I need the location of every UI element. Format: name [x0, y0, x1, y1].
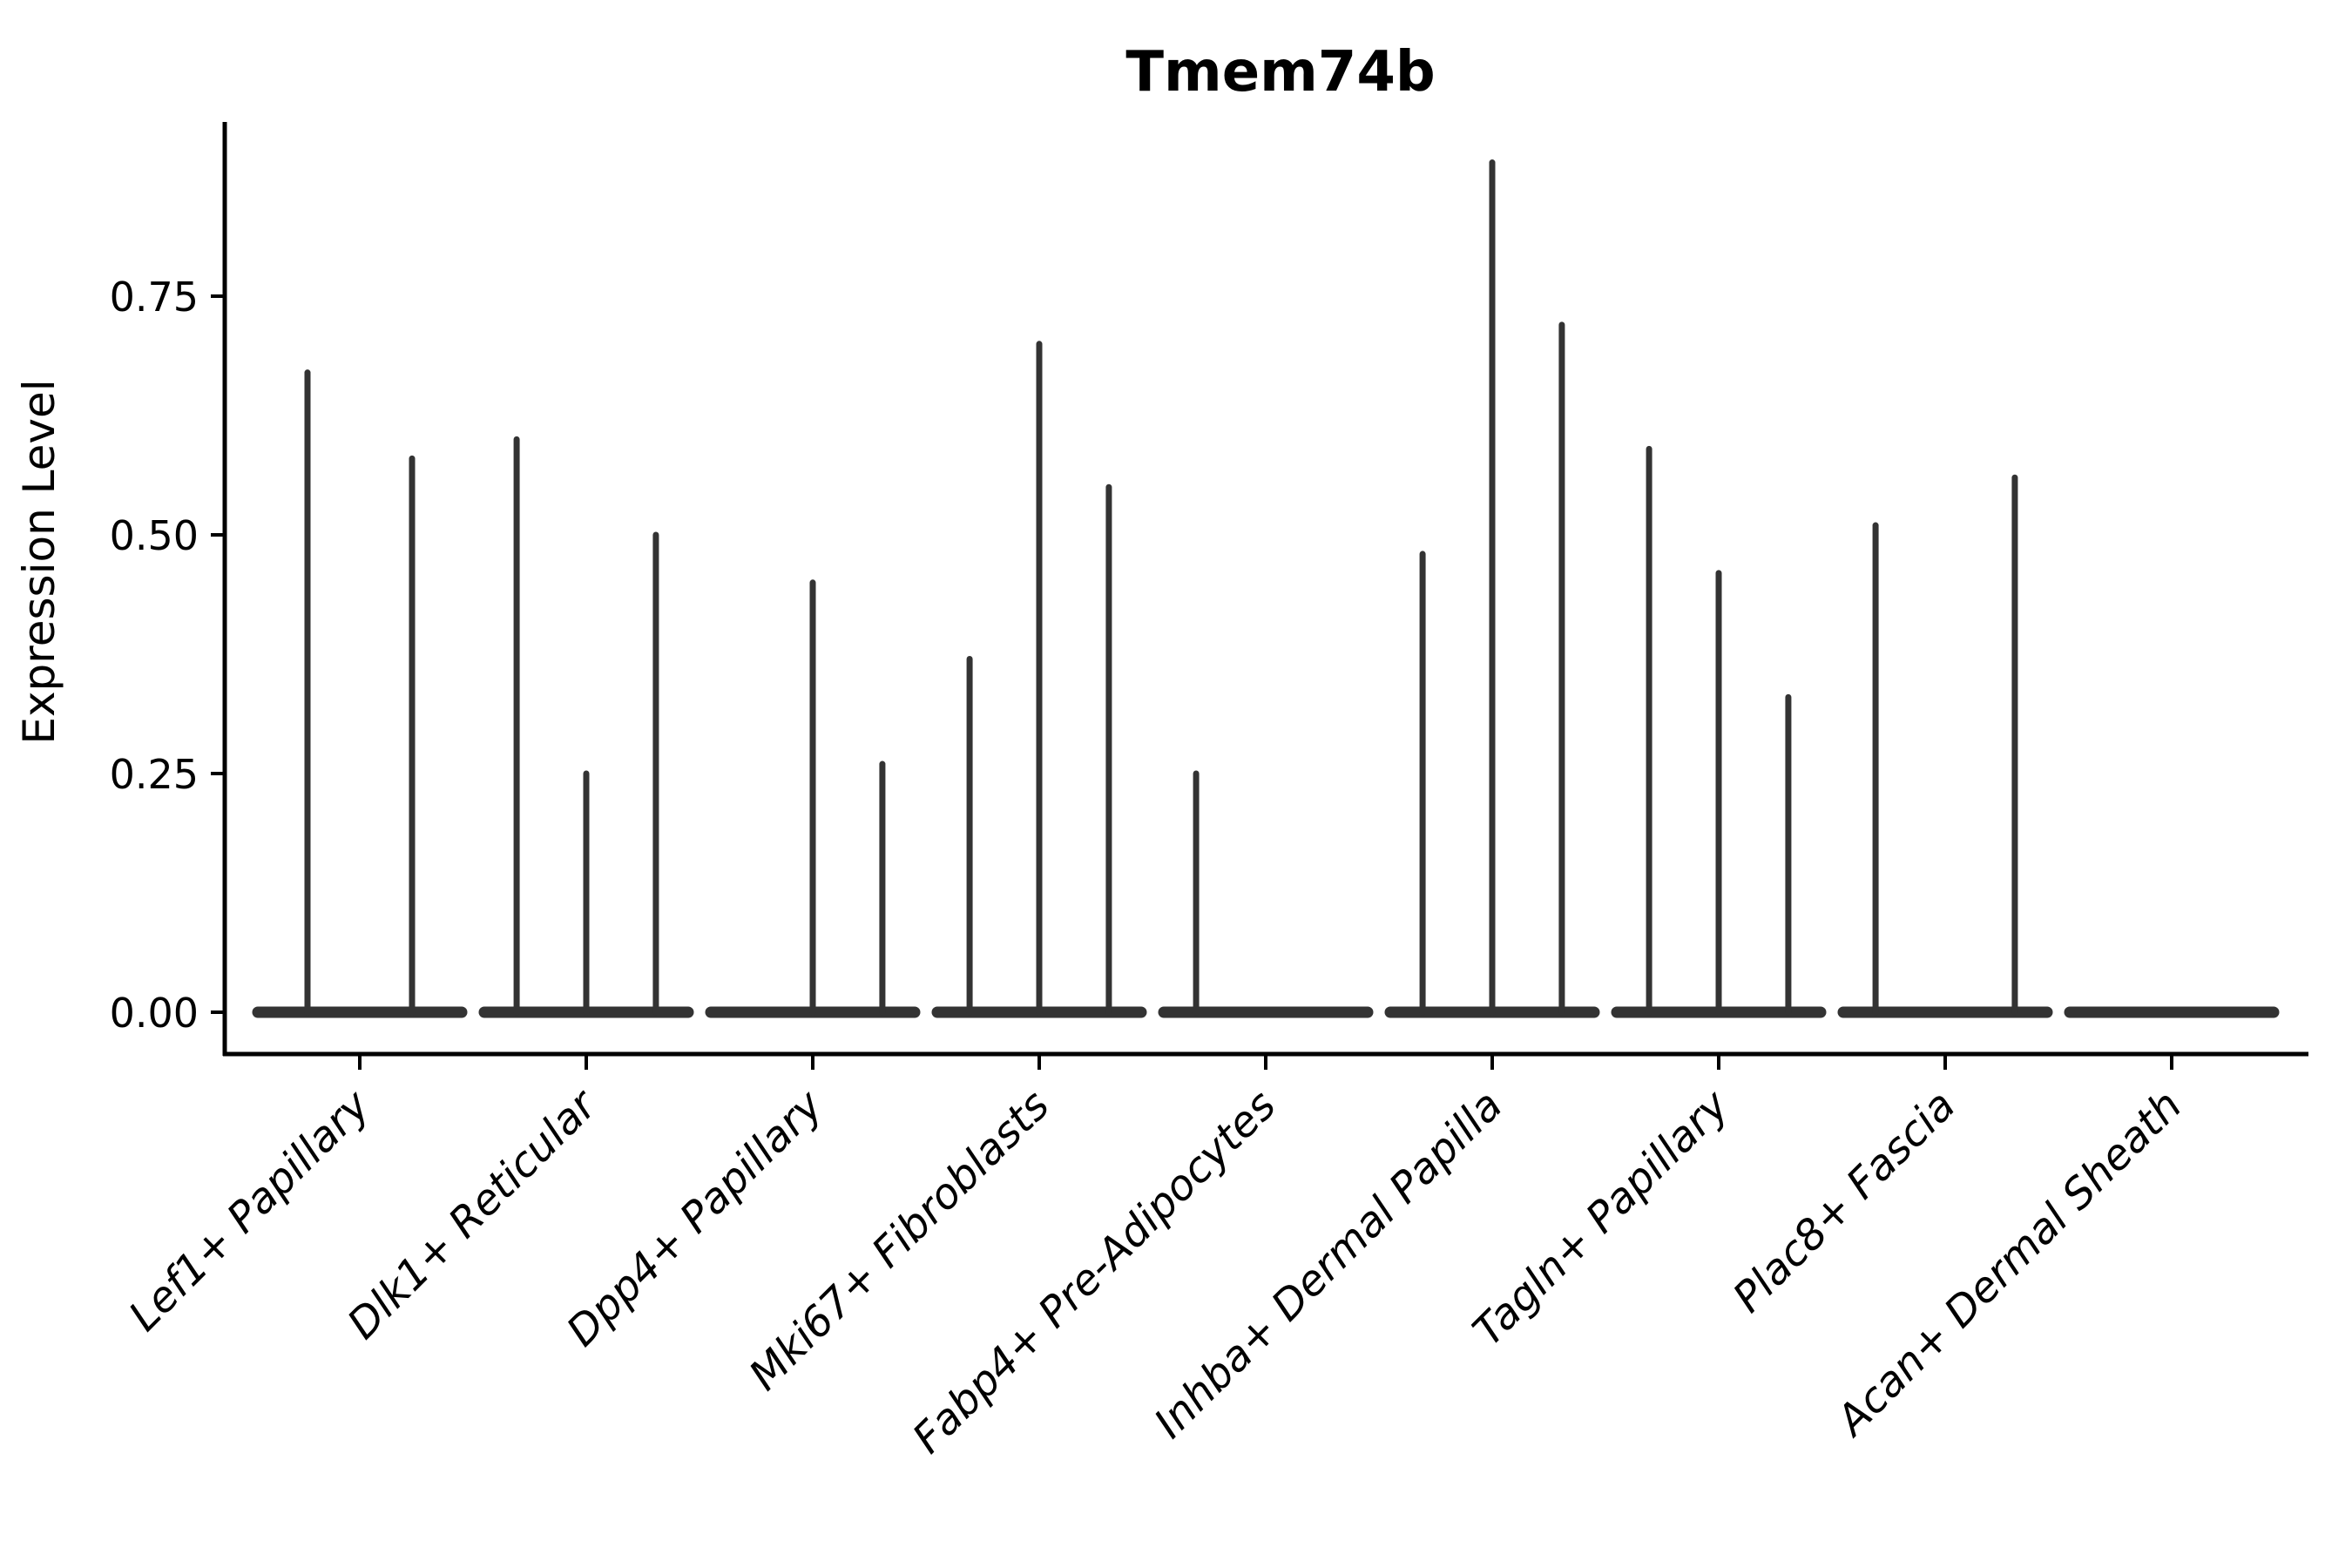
y-tick-label: 0.75 — [110, 274, 199, 321]
x-tick-label: Plac8+ Fascia — [1724, 1081, 1965, 1322]
x-tick-label: Lef1+ Papillary — [119, 1080, 380, 1341]
y-axis-label: Expression Level — [14, 379, 64, 744]
x-tick-label: Fabp4+ Pre-Adipocytes — [903, 1081, 1286, 1463]
y-tick-label: 0.00 — [110, 990, 199, 1037]
y-tick-label: 0.25 — [110, 751, 199, 798]
x-tick-label: Dlk1+ Reticular — [338, 1079, 608, 1349]
violins-layer — [252, 159, 2280, 1018]
y-tick-label: 0.50 — [110, 512, 199, 559]
plot-title: Tmem74b — [1125, 40, 1435, 105]
